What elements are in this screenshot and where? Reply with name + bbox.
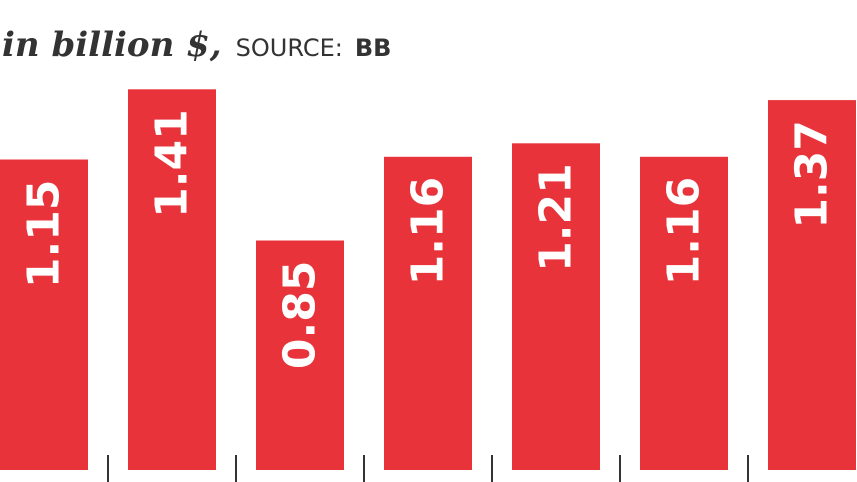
value-label: 1.41 xyxy=(147,109,198,218)
source-label: SOURCE: xyxy=(236,34,343,62)
bar xyxy=(640,156,728,471)
subtitle: in billion $, xyxy=(2,25,222,65)
bar xyxy=(128,89,216,471)
bar xyxy=(512,143,600,471)
bar xyxy=(384,156,472,471)
value-label: 1.16 xyxy=(659,177,710,286)
source: BB xyxy=(355,34,392,62)
bar xyxy=(256,240,344,470)
bar xyxy=(0,159,88,470)
value-label: 0.85 xyxy=(275,261,326,370)
value-label: 1.15 xyxy=(19,180,70,289)
bar xyxy=(768,100,856,470)
value-label: 1.16 xyxy=(403,177,454,286)
value-label: 1.37 xyxy=(787,120,838,229)
value-label: 1.21 xyxy=(531,163,582,272)
subtitle-line: in billion $, SOURCE: BB xyxy=(2,25,391,65)
